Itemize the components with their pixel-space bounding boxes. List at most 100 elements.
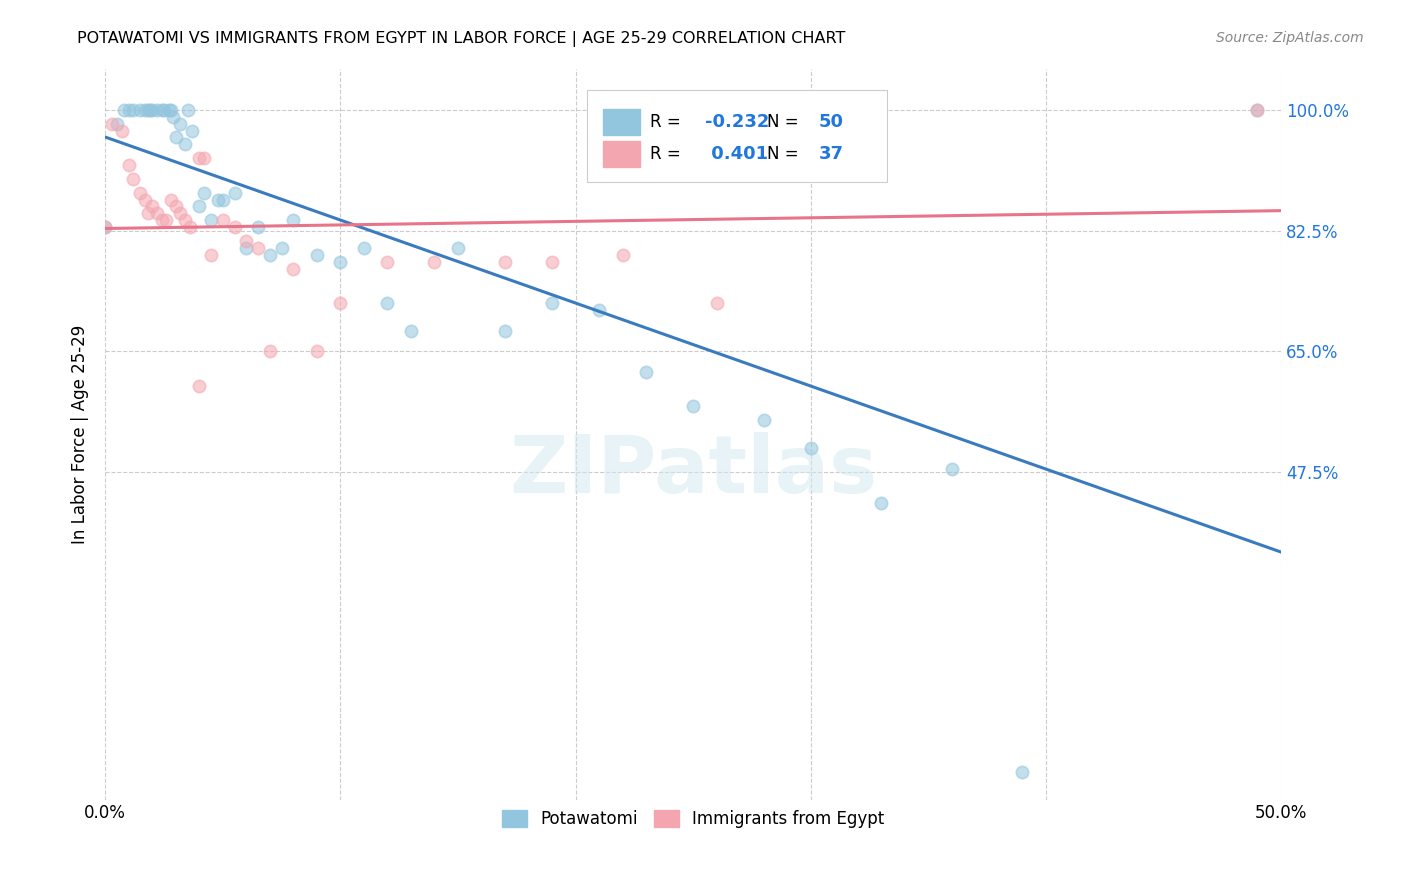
Point — [800, 103, 823, 117]
Point — [136, 103, 159, 117]
Point — [1246, 103, 1268, 117]
Point — [377, 296, 399, 310]
Y-axis label: In Labor Force | Age 25-29: In Labor Force | Age 25-29 — [72, 325, 89, 543]
Point — [155, 213, 177, 227]
Point — [193, 186, 215, 200]
Point — [941, 461, 963, 475]
Point — [235, 241, 257, 255]
Text: POTAWATOMI VS IMMIGRANTS FROM EGYPT IN LABOR FORCE | AGE 25-29 CORRELATION CHART: POTAWATOMI VS IMMIGRANTS FROM EGYPT IN L… — [77, 31, 845, 47]
Point — [283, 261, 305, 276]
Point — [752, 413, 775, 427]
Point — [150, 213, 173, 227]
Point — [165, 130, 187, 145]
Point — [118, 158, 141, 172]
Point — [174, 137, 197, 152]
Point — [165, 199, 187, 213]
Point — [146, 206, 169, 220]
Point — [153, 103, 176, 117]
Point — [160, 193, 183, 207]
Point — [129, 186, 152, 200]
Point — [181, 123, 204, 137]
Point — [329, 254, 352, 268]
Point — [329, 296, 352, 310]
Point — [235, 234, 257, 248]
Text: 37: 37 — [818, 145, 844, 163]
Point — [188, 378, 211, 392]
Point — [94, 220, 117, 235]
Point — [160, 103, 183, 117]
Point — [305, 248, 328, 262]
Point — [259, 344, 281, 359]
Legend: Potawatomi, Immigrants from Egypt: Potawatomi, Immigrants from Egypt — [495, 804, 891, 835]
Point — [122, 172, 145, 186]
Text: N =: N = — [768, 113, 804, 131]
Point — [188, 151, 211, 165]
Point — [1246, 103, 1268, 117]
Point — [176, 103, 198, 117]
Point — [283, 213, 305, 227]
Point — [162, 110, 184, 124]
Point — [706, 151, 728, 165]
Point — [353, 241, 375, 255]
Point — [193, 151, 215, 165]
Point — [870, 496, 893, 510]
Text: R =: R = — [650, 145, 686, 163]
Point — [612, 248, 634, 262]
Point — [706, 296, 728, 310]
Point — [129, 103, 152, 117]
Point — [188, 199, 211, 213]
Point — [134, 193, 156, 207]
Text: 50: 50 — [818, 113, 844, 131]
Point — [111, 123, 134, 137]
Point — [634, 365, 657, 379]
FancyBboxPatch shape — [588, 90, 887, 182]
Point — [200, 213, 222, 227]
Point — [305, 344, 328, 359]
Text: R =: R = — [650, 113, 686, 131]
Point — [800, 441, 823, 455]
Point — [105, 117, 128, 131]
Text: ZIPatlas: ZIPatlas — [509, 432, 877, 509]
Point — [134, 103, 156, 117]
Text: Source: ZipAtlas.com: Source: ZipAtlas.com — [1216, 31, 1364, 45]
Point — [377, 254, 399, 268]
Point — [169, 117, 191, 131]
Point — [270, 241, 292, 255]
Point — [94, 220, 117, 235]
Point — [179, 220, 201, 235]
FancyBboxPatch shape — [603, 141, 640, 167]
Point — [224, 220, 246, 235]
Point — [399, 324, 422, 338]
Point — [174, 213, 197, 227]
Text: N =: N = — [768, 145, 804, 163]
Point — [141, 103, 163, 117]
Point — [247, 220, 270, 235]
Point — [141, 199, 163, 213]
FancyBboxPatch shape — [603, 109, 640, 135]
Point — [122, 103, 145, 117]
Point — [494, 324, 516, 338]
Point — [224, 186, 246, 200]
Point — [169, 206, 191, 220]
Point — [682, 400, 704, 414]
Point — [211, 193, 233, 207]
Point — [207, 193, 229, 207]
Point — [494, 254, 516, 268]
Point — [541, 254, 564, 268]
Point — [139, 103, 162, 117]
Point — [1011, 764, 1033, 779]
Text: -0.232: -0.232 — [704, 113, 769, 131]
Point — [136, 206, 159, 220]
Point — [150, 103, 173, 117]
Point — [200, 248, 222, 262]
Point — [157, 103, 180, 117]
Point — [588, 302, 610, 317]
Point — [541, 296, 564, 310]
Point — [423, 254, 446, 268]
Point — [259, 248, 281, 262]
Point — [112, 103, 135, 117]
Point — [118, 103, 141, 117]
Text: 0.401: 0.401 — [704, 145, 768, 163]
Point — [101, 117, 124, 131]
Point — [247, 241, 270, 255]
